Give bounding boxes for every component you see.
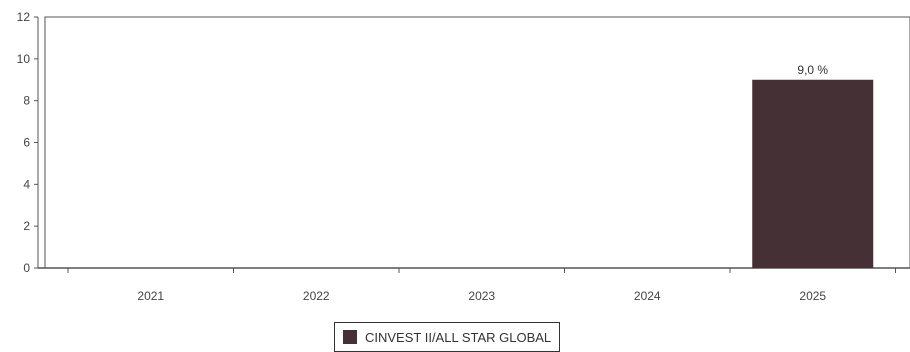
y-tick-label: 12 [17, 10, 31, 24]
legend: CINVEST II/ALL STAR GLOBAL [334, 322, 561, 352]
x-tick-label: 2025 [799, 289, 826, 303]
y-axis: 0 2 4 6 8 10 12 [17, 10, 39, 275]
x-tick-label: 2022 [303, 289, 330, 303]
x-axis: 2021 2022 2023 2024 2025 [38, 267, 910, 303]
bar [752, 79, 874, 268]
y-tick-label: 8 [23, 94, 30, 108]
data-labels: 9,0 % [797, 63, 828, 77]
y-tick-label: 2 [23, 219, 30, 233]
x-tick-label: 2023 [468, 289, 495, 303]
legend-label: CINVEST II/ALL STAR GLOBAL [365, 329, 552, 345]
x-tick-label: 2021 [137, 289, 164, 303]
legend-swatch [343, 330, 357, 344]
bar-series [752, 79, 874, 268]
y-tick-label: 10 [17, 52, 31, 66]
y-tick-label: 4 [23, 177, 30, 191]
x-tick-label: 2024 [634, 289, 661, 303]
bar-data-label: 9,0 % [797, 63, 828, 77]
y-tick-label: 6 [23, 136, 30, 150]
y-tick-label: 0 [23, 261, 30, 275]
bar-chart: 0 2 4 6 8 10 12 2021 2022 2023 2024 2025 9,0 % [17, 10, 910, 303]
